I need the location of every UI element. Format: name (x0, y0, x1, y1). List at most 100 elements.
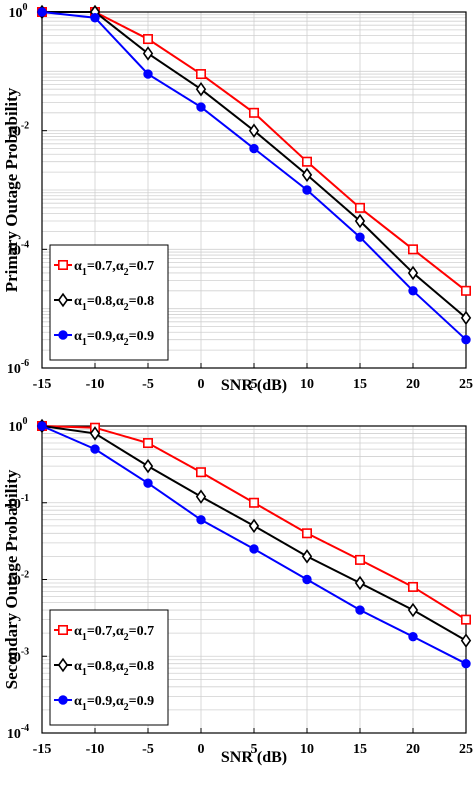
chart-1: -15 -10 -5 0 5 10 15 20 25 100 10-2 10-4 10-6 SNR (dB… (2, 2, 473, 394)
data-point (249, 497, 260, 508)
data-point (143, 438, 154, 449)
x-tick-label: -5 (142, 742, 154, 757)
data-point (249, 143, 259, 154)
x-tick-label: 25 (459, 742, 473, 757)
data-point (301, 549, 313, 564)
x-tick-label: -15 (33, 742, 52, 757)
y-tick-label: 10-2 (7, 570, 29, 589)
x-tick-label: 10 (300, 377, 314, 392)
data-point (408, 631, 418, 642)
legend: α1=0.7,α2=0.7 α1=0.8,α2=0.8 α1=0.9,α2=0.9 (49, 244, 169, 361)
y-axis-label: Secondary Outage Probability (2, 469, 21, 689)
series-2 (36, 418, 472, 648)
data-point (248, 123, 260, 138)
data-point (249, 544, 259, 554)
y-tick-label: 10-4 (7, 723, 29, 742)
data-point (249, 107, 260, 118)
legend-item: α1=0.8,α2=0.8 (54, 657, 154, 678)
data-point (302, 574, 312, 585)
data-point (195, 81, 207, 97)
legend-label: α1=0.7,α2=0.7 (74, 624, 154, 643)
legend-marker (58, 330, 68, 340)
data-point (195, 489, 207, 504)
x-tick-label: 5 (251, 742, 258, 757)
data-point (196, 515, 206, 525)
x-tick-label: 15 (353, 742, 367, 757)
legend-label: α1=0.9,α2=0.9 (74, 694, 154, 713)
y-tick-label: 10-6 (7, 358, 29, 377)
legend-label: α1=0.8,α2=0.8 (74, 294, 154, 313)
data-point (407, 265, 419, 281)
data-point (196, 102, 206, 112)
data-point (354, 575, 366, 591)
series-3 (37, 7, 471, 345)
x-tick-label: -5 (142, 377, 154, 392)
legend-marker (57, 657, 69, 673)
data-point (90, 13, 100, 23)
data-point (460, 633, 472, 648)
legend-marker (57, 624, 68, 635)
legend-item: α1=0.9,α2=0.9 (54, 694, 154, 713)
data-point (354, 554, 365, 565)
data-point (143, 478, 153, 488)
data-point (407, 602, 419, 618)
x-tick-label: 15 (353, 377, 367, 392)
y-tick-label: 10-1 (7, 493, 29, 512)
x-tick-label: 0 (198, 377, 205, 392)
data-point (355, 232, 365, 242)
data-point (196, 69, 207, 80)
data-point (460, 310, 472, 326)
x-tick-label: 20 (406, 742, 420, 757)
data-point (460, 614, 471, 625)
x-tick-label: -10 (86, 377, 105, 392)
data-point (37, 7, 47, 17)
data-point (354, 213, 366, 229)
x-tick-label: 5 (251, 377, 258, 392)
data-point (301, 156, 312, 167)
series-1 (36, 420, 471, 625)
data-point (143, 34, 154, 45)
legend-label: α1=0.7,α2=0.7 (74, 259, 154, 278)
data-point (408, 286, 418, 296)
data-point (407, 244, 418, 255)
legend-marker (57, 259, 68, 270)
data-point (461, 658, 471, 669)
legend-label: α1=0.8,α2=0.8 (74, 659, 154, 678)
data-point (196, 467, 207, 478)
legend-item: α1=0.7,α2=0.7 (54, 624, 154, 643)
x-tick-label: -15 (33, 377, 52, 392)
x-tick-label: 0 (198, 742, 205, 757)
x-axis-label: SNR (dB) (221, 749, 287, 766)
data-point (248, 518, 260, 534)
series-3 (37, 421, 471, 669)
y-tick-label: 100 (9, 416, 28, 435)
data-point (301, 528, 312, 539)
data-point (142, 458, 154, 474)
x-tick-label: 25 (459, 377, 473, 392)
data-point (354, 202, 365, 213)
y-axis-label: Primary Outage Probability (2, 87, 21, 292)
y-tick-label: 100 (9, 2, 28, 21)
data-point (89, 426, 101, 441)
legend-marker (58, 695, 68, 705)
legend-item: α1=0.7,α2=0.7 (54, 259, 154, 278)
x-tick-label: -10 (86, 742, 105, 757)
x-axis-label: SNR (dB) (221, 377, 287, 394)
legend-item: α1=0.9,α2=0.9 (54, 329, 154, 348)
data-point (37, 421, 47, 431)
data-point (460, 285, 471, 296)
x-tick-label: 20 (406, 377, 420, 392)
y-tick-label: 10-2 (7, 121, 29, 140)
data-point (90, 444, 100, 454)
chart-2: -15 -10 -5 0 5 10 15 20 25 100 10-1 10-2 10-3 10-4 SNR… (2, 416, 473, 766)
data-point (301, 167, 313, 183)
data-point (142, 46, 154, 61)
data-point (143, 69, 153, 79)
legend-label: α1=0.9,α2=0.9 (74, 329, 154, 348)
x-tick-label: 10 (300, 742, 314, 757)
legend-marker (57, 292, 69, 308)
data-point (461, 334, 471, 345)
legend-item: α1=0.8,α2=0.8 (54, 292, 154, 313)
legend: α1=0.7,α2=0.7 α1=0.8,α2=0.8 α1=0.9,α2=0.9 (49, 609, 169, 726)
